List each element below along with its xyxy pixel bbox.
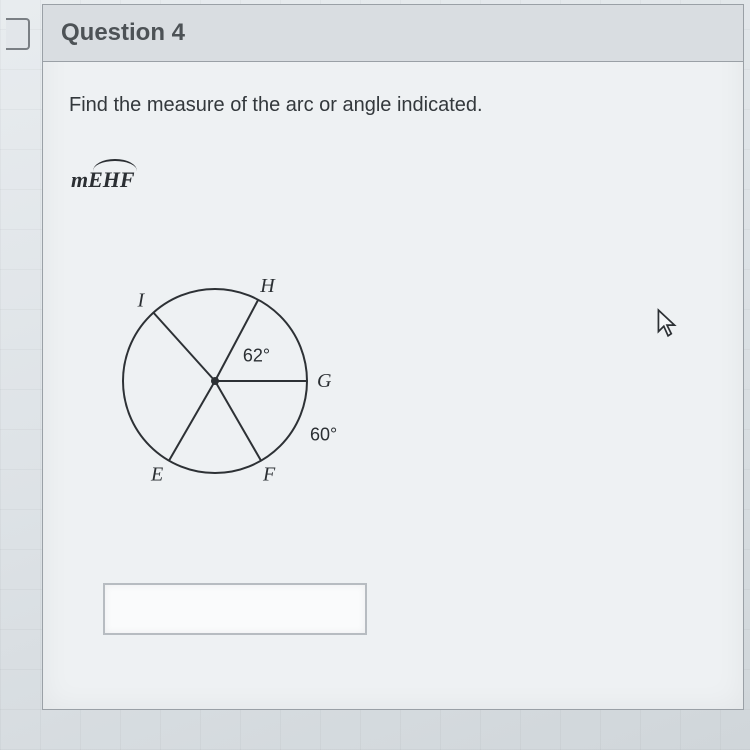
cursor-icon: [656, 308, 678, 338]
question-card: Question 4 Find the measure of the arc o…: [42, 4, 744, 710]
svg-text:E: E: [150, 464, 163, 486]
question-prompt: Find the measure of the arc or angle ind…: [69, 94, 717, 117]
arc-overline-icon: [93, 159, 137, 171]
question-header: Question 4: [43, 5, 743, 62]
svg-text:F: F: [262, 464, 276, 486]
nav-tab-icon[interactable]: [6, 18, 30, 50]
svg-text:62°: 62°: [243, 345, 270, 365]
circle-diagram: I H G F E 62° 60°: [65, 221, 365, 521]
arc-prefix: m: [71, 167, 88, 192]
answer-input[interactable]: [103, 583, 367, 635]
question-number: Question 4: [61, 19, 185, 47]
arc-expression: mEHF: [71, 167, 135, 193]
svg-text:H: H: [259, 275, 276, 297]
screen: Question 4 Find the measure of the arc o…: [0, 0, 750, 750]
svg-text:I: I: [136, 290, 145, 312]
svg-text:60°: 60°: [310, 424, 337, 444]
diagram-svg: I H G F E 62° 60°: [65, 221, 365, 521]
svg-text:G: G: [317, 370, 332, 392]
question-body: Find the measure of the arc or angle ind…: [43, 62, 743, 541]
